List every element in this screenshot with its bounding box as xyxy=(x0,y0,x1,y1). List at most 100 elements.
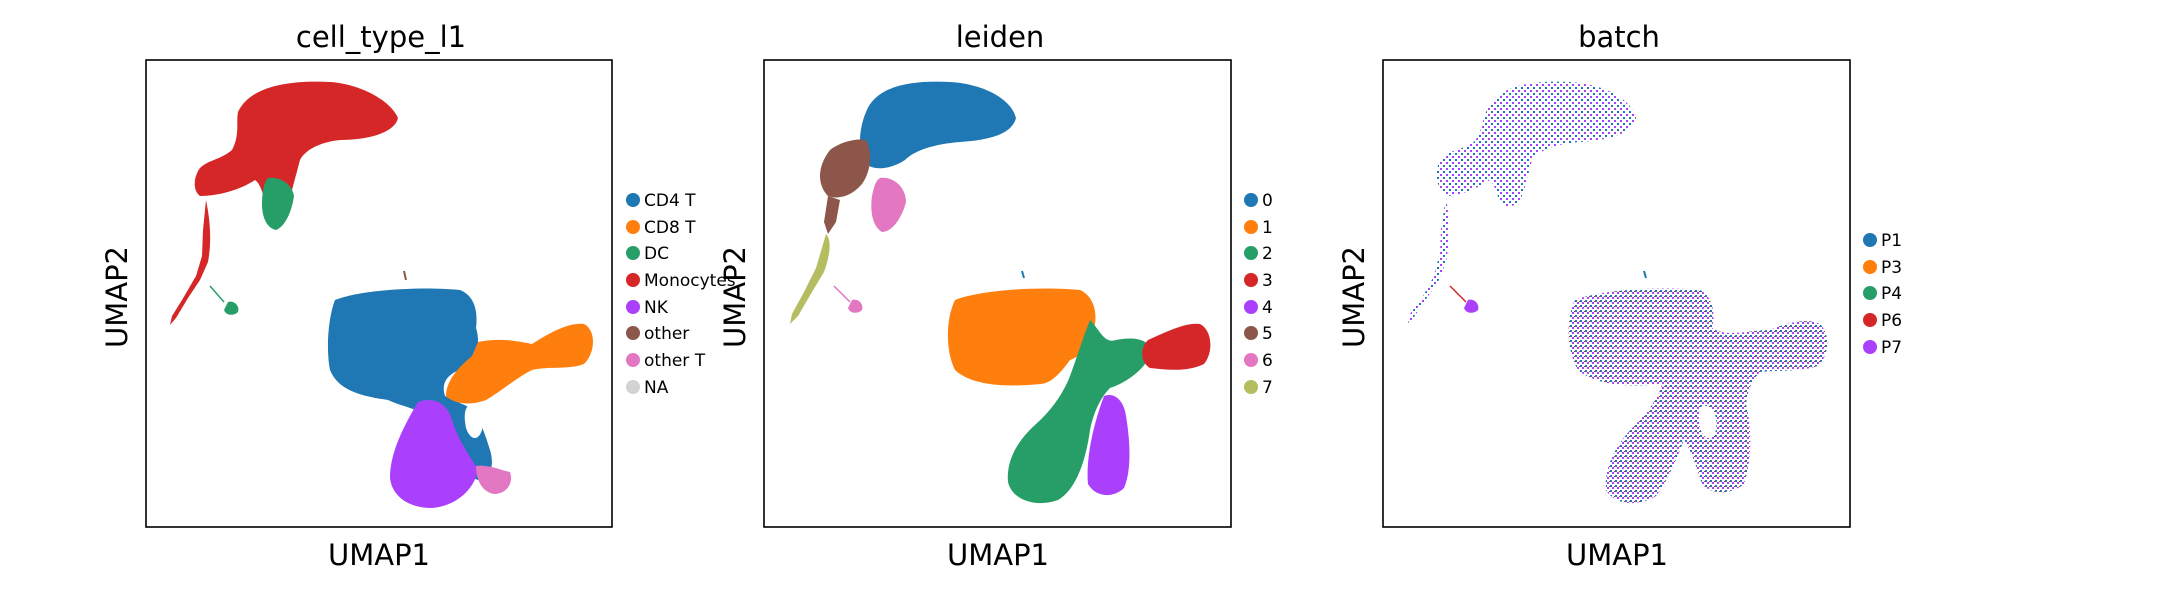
cluster-strand xyxy=(1449,285,1467,303)
cluster-monocytes xyxy=(194,81,398,207)
legend-marker xyxy=(1863,313,1877,327)
legend-item: other T xyxy=(626,351,706,371)
legend-label: 7 xyxy=(1262,378,1273,398)
cluster-other xyxy=(403,270,407,281)
legend-marker xyxy=(626,193,640,207)
legend-label: 4 xyxy=(1262,298,1273,318)
scatter-points xyxy=(170,81,593,508)
panel-leiden: leiden UMAP1 UMAP2 0 1 2 3 4 5 6 7 xyxy=(718,20,1273,572)
x-axis-label: UMAP1 xyxy=(1566,538,1668,572)
cluster-6-small xyxy=(848,299,863,313)
x-axis-label: UMAP1 xyxy=(947,538,1049,572)
legend-label: 6 xyxy=(1262,351,1273,371)
cluster-4 xyxy=(1087,394,1130,496)
legend-label: other xyxy=(644,324,689,344)
legend-marker xyxy=(1244,220,1258,234)
cluster-6-strand xyxy=(833,285,851,303)
legend-label: P6 xyxy=(1881,311,1902,331)
legend-item: P1 xyxy=(1863,231,1902,251)
legend-item: CD4 T xyxy=(626,191,696,211)
cluster-monocytes-tail xyxy=(170,200,211,325)
cluster-dc-strand xyxy=(209,285,225,303)
cluster-gap xyxy=(1698,405,1717,439)
panel-cell-type-l1: cell_type_l1 UMAP1 UMAP2 CD4 T CD8 xyxy=(100,20,736,572)
legend-label: NK xyxy=(644,298,669,318)
cluster-nk xyxy=(390,400,478,508)
legend-label: CD4 T xyxy=(644,191,696,211)
panel-title: batch xyxy=(1578,20,1660,54)
cluster-5-stem xyxy=(824,196,840,234)
legend-item: 5 xyxy=(1244,324,1273,344)
cluster-7 xyxy=(790,234,830,324)
legend-marker xyxy=(626,246,640,260)
legend-label: 3 xyxy=(1262,271,1273,291)
cluster-0-speck xyxy=(1021,270,1025,279)
y-axis-label: UMAP2 xyxy=(718,246,752,348)
legend-item: P6 xyxy=(1863,311,1902,331)
legend-marker xyxy=(1244,246,1258,260)
legend-item: P4 xyxy=(1863,284,1902,304)
legend-label: 0 xyxy=(1262,191,1273,211)
legend-item: P3 xyxy=(1863,258,1902,278)
cluster-2 xyxy=(1007,320,1152,504)
y-axis-label: UMAP2 xyxy=(100,246,134,348)
legend-marker xyxy=(1244,193,1258,207)
legend-marker xyxy=(626,300,640,314)
legend-item: NA xyxy=(626,378,669,398)
legend-label: DC xyxy=(644,244,669,264)
axes-frame xyxy=(1382,59,1851,528)
legend-item: 3 xyxy=(1244,271,1273,291)
axes-frame xyxy=(145,59,613,528)
legend-label: P7 xyxy=(1881,338,1902,358)
cluster-0 xyxy=(859,81,1016,169)
cluster-5 xyxy=(820,139,871,198)
legend-item: Monocytes xyxy=(626,271,736,291)
cluster-small xyxy=(1464,299,1479,313)
legend-label: P3 xyxy=(1881,258,1902,278)
legend-marker xyxy=(626,273,640,287)
cluster-gap xyxy=(464,405,483,439)
cluster-speck xyxy=(1643,270,1647,279)
legend-marker xyxy=(626,353,640,367)
legend-item: 4 xyxy=(1244,298,1273,318)
cluster-6 xyxy=(871,177,906,232)
y-axis-label: UMAP2 xyxy=(1337,246,1371,348)
legend-label: NA xyxy=(644,378,669,398)
cluster-3 xyxy=(1142,323,1211,370)
legend-item: 0 xyxy=(1244,191,1273,211)
legend-item: P7 xyxy=(1863,338,1902,358)
legend: 0 1 2 3 4 5 6 7 xyxy=(1244,191,1273,398)
legend-item: 6 xyxy=(1244,351,1273,371)
legend-marker xyxy=(626,220,640,234)
legend-item: CD8 T xyxy=(626,218,696,238)
legend-marker xyxy=(1863,286,1877,300)
legend-marker xyxy=(626,326,640,340)
x-axis-label: UMAP1 xyxy=(328,538,430,572)
scatter-points xyxy=(790,81,1211,504)
legend-label: 1 xyxy=(1262,218,1273,238)
panel-title: cell_type_l1 xyxy=(296,20,466,54)
legend-marker xyxy=(1244,326,1258,340)
axes-frame xyxy=(763,59,1232,528)
cluster-cd8-t xyxy=(446,323,593,404)
legend-marker xyxy=(1244,273,1258,287)
legend: CD4 T CD8 T DC Monocytes NK other other … xyxy=(626,191,736,398)
legend-marker xyxy=(1863,233,1877,247)
cluster-dc xyxy=(262,177,294,230)
cluster-tail xyxy=(1408,198,1449,324)
legend-item: DC xyxy=(626,244,669,264)
legend-label: other T xyxy=(644,351,706,371)
legend-item: other xyxy=(626,324,689,344)
legend: P1 P3 P4 P6 P7 xyxy=(1863,231,1902,358)
legend-marker xyxy=(1244,300,1258,314)
panel-title: leiden xyxy=(956,20,1045,54)
panel-batch: batch UMAP1 UMAP2 P1 P3 P4 P6 P7 xyxy=(1337,20,1902,572)
legend-marker xyxy=(1244,353,1258,367)
legend-marker xyxy=(1244,380,1258,394)
cluster-1 xyxy=(947,288,1096,386)
legend-item: 2 xyxy=(1244,244,1273,264)
legend-label: P4 xyxy=(1881,284,1902,304)
scatter-points xyxy=(1408,81,1828,504)
cluster-dc-small xyxy=(224,301,239,315)
